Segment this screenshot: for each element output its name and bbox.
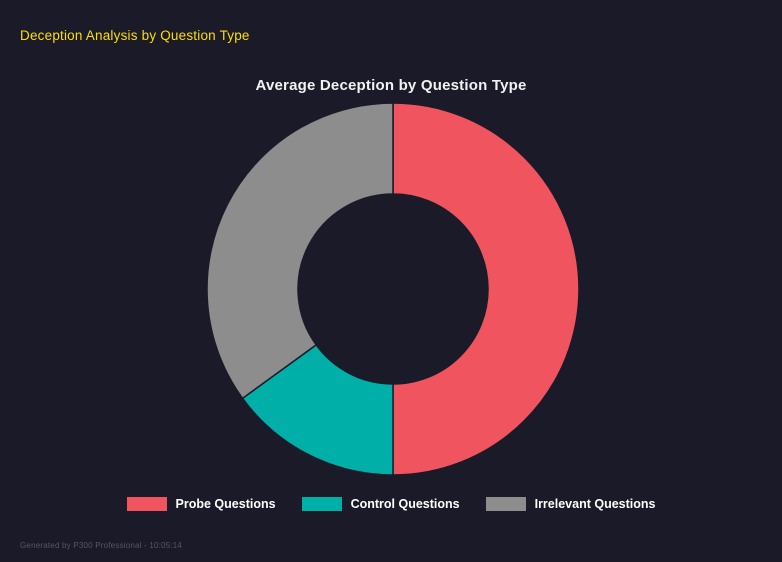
donut-slice-0[interactable] — [392, 102, 580, 476]
donut-slice-2[interactable] — [206, 102, 394, 400]
chart-legend: Probe Questions Control Questions Irrele… — [0, 497, 782, 511]
donut-chart — [203, 99, 583, 479]
chart-title: Average Deception by Question Type — [255, 77, 527, 94]
legend-item-control-questions[interactable]: Control Questions — [301, 497, 460, 511]
donut-chart-svg — [206, 102, 580, 476]
legend-swatch-irrelevant-icon — [485, 497, 526, 511]
footer-text: Generated by P300 Professional - 10:05:1… — [20, 541, 183, 550]
legend-swatch-control-icon — [301, 497, 342, 511]
legend-swatch-probe-icon — [126, 497, 167, 511]
legend-item-irrelevant-questions[interactable]: Irrelevant Questions — [485, 497, 656, 511]
legend-label-irrelevant: Irrelevant Questions — [534, 497, 656, 511]
legend-item-probe-questions[interactable]: Probe Questions — [126, 497, 276, 511]
page-title: Deception Analysis by Question Type — [20, 28, 250, 43]
legend-label-probe: Probe Questions — [175, 497, 276, 511]
legend-label-control: Control Questions — [350, 497, 460, 511]
